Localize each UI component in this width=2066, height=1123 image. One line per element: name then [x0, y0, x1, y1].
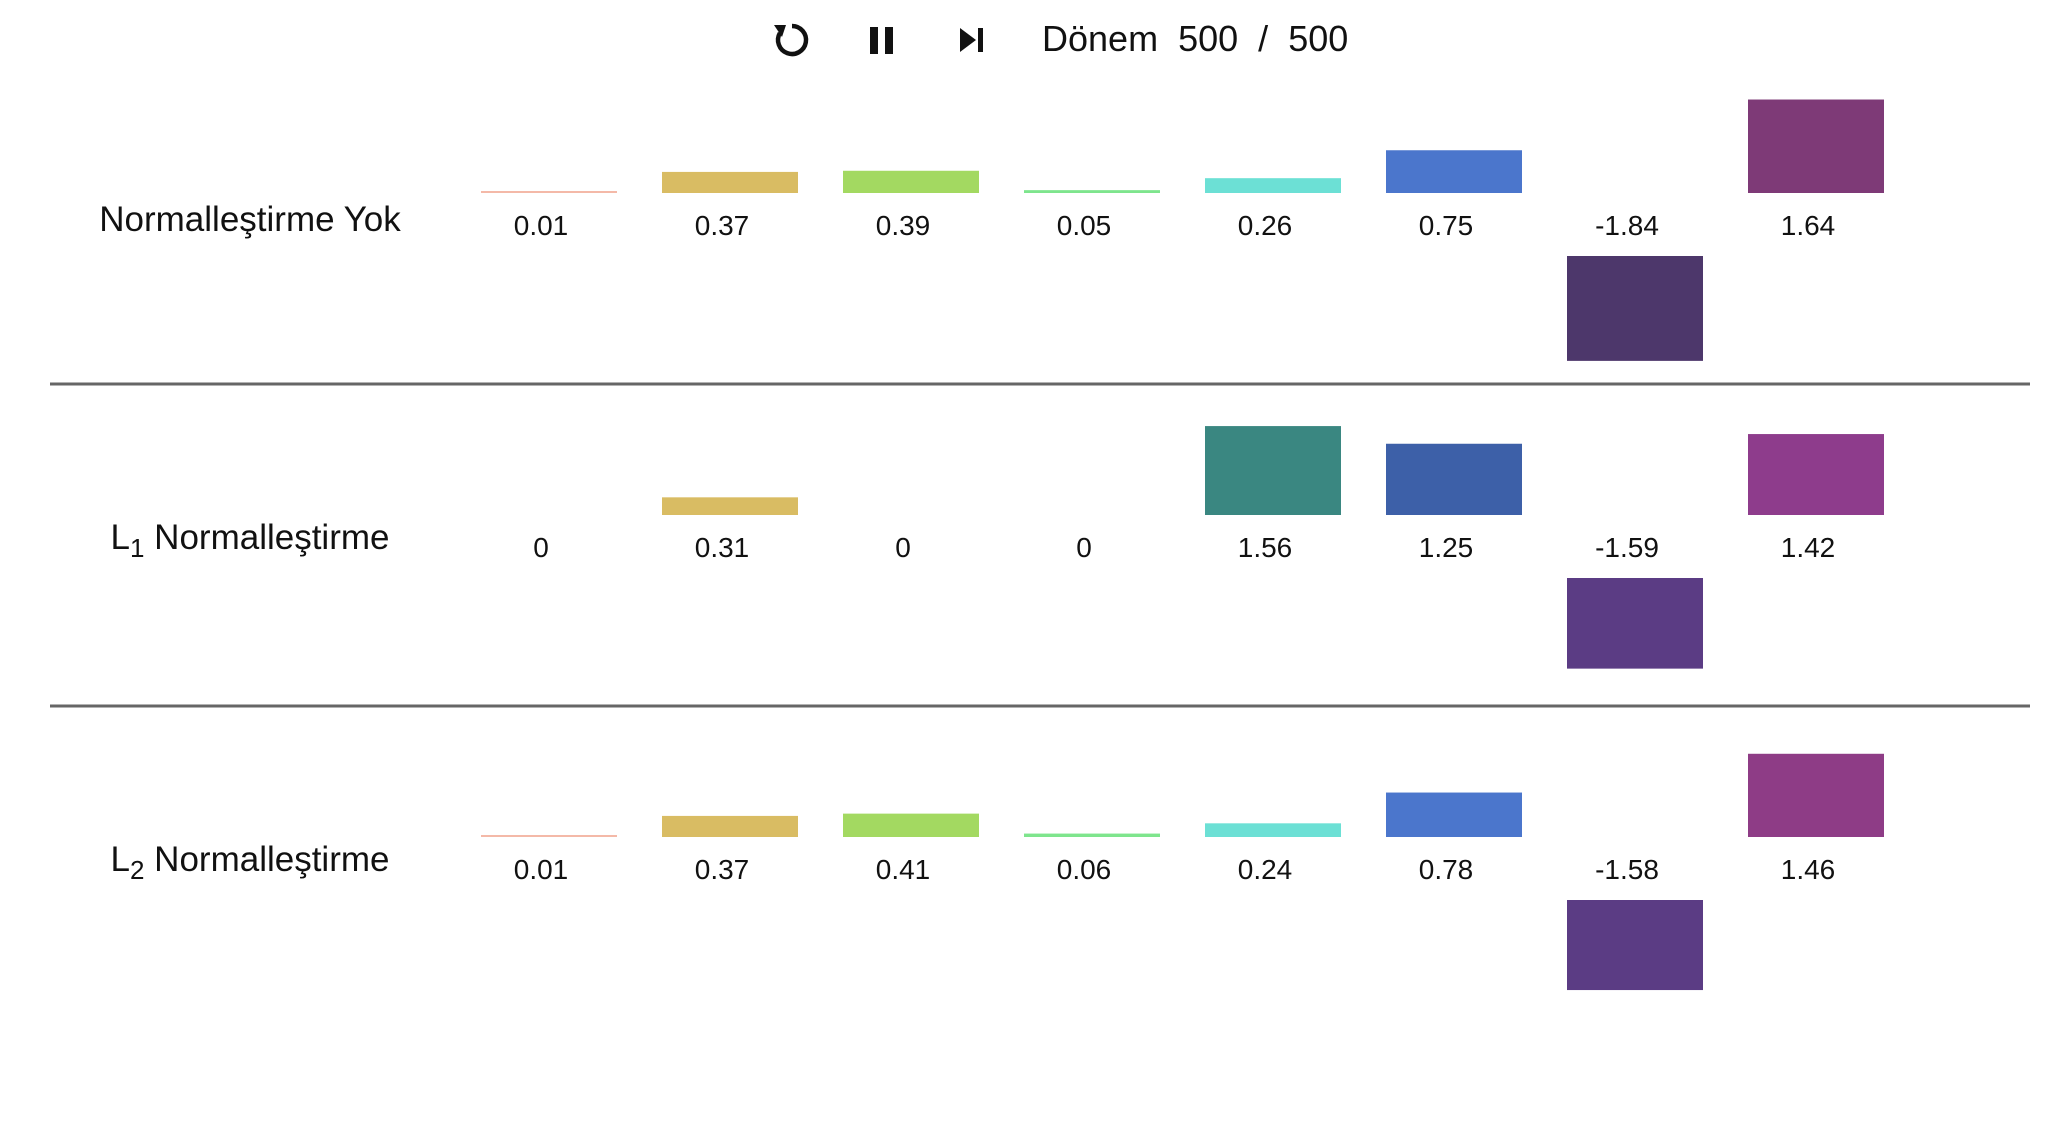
- weight-bar: [843, 813, 979, 837]
- weight-value-label: 0: [533, 532, 549, 563]
- weight-value-label: 0.24: [1238, 854, 1293, 885]
- weight-bar: [1024, 190, 1160, 193]
- weight-bar: [1386, 792, 1522, 837]
- weight-value-label: 0.75: [1419, 210, 1474, 241]
- step-forward-icon: [960, 28, 983, 52]
- reset-button[interactable]: [762, 10, 822, 70]
- row-label-base: L: [110, 518, 130, 557]
- row-label-base: L: [110, 840, 130, 879]
- weight-value-label: 0.01: [514, 210, 569, 241]
- epoch-current: 500: [1178, 18, 1239, 59]
- step-forward-button[interactable]: [942, 10, 1002, 70]
- pause-button[interactable]: [852, 10, 912, 70]
- weight-value-label: 0.78: [1419, 854, 1474, 885]
- weight-value-label: 0.31: [695, 532, 750, 563]
- weight-value-label: 0.01: [514, 854, 569, 885]
- weight-value-label: -1.59: [1595, 532, 1659, 563]
- weight-bar: [1205, 823, 1341, 837]
- weight-bar: [1567, 256, 1703, 361]
- epoch-total: 500: [1288, 18, 1349, 59]
- playback-controls: Dönem 500 / 500: [0, 0, 2066, 90]
- row-label-none: Normalleştirme Yok: [99, 200, 401, 239]
- weight-value-label: -1.84: [1595, 210, 1659, 241]
- weight-bar: [1386, 443, 1522, 515]
- weight-value-label: 0.37: [695, 854, 750, 885]
- weight-value-label: 1.42: [1781, 532, 1836, 563]
- weight-value-label: 0.06: [1057, 854, 1112, 885]
- weight-bar: [1205, 178, 1341, 193]
- pause-icon: [870, 27, 893, 54]
- weight-bar: [1567, 900, 1703, 991]
- row-label-sub: 2: [129, 855, 145, 885]
- weight-bar: [662, 171, 798, 193]
- weight-value-label: 1.56: [1238, 532, 1293, 563]
- weight-bar: [662, 497, 798, 515]
- weight-value-label: 1.64: [1781, 210, 1836, 241]
- epoch-counter: Dönem 500 / 500: [1042, 18, 1348, 60]
- weight-bar: [1386, 150, 1522, 193]
- weight-bar: [481, 835, 617, 837]
- weight-value-label: 0.41: [876, 854, 931, 885]
- weight-bar: [1205, 426, 1341, 515]
- weight-bar: [1748, 99, 1884, 193]
- epoch-separator: /: [1258, 18, 1269, 59]
- weight-bar: [1748, 753, 1884, 837]
- weight-value-label: 1.46: [1781, 854, 1836, 885]
- weight-bar: [1567, 578, 1703, 669]
- row-label-l1: L1 Normalleştirme: [110, 518, 390, 563]
- weight-value-label: 0: [1076, 532, 1092, 563]
- weight-bar: [481, 191, 617, 193]
- weight-value-label: 0: [895, 532, 911, 563]
- row-label-sub: 1: [129, 533, 145, 563]
- weight-value-label: 0.26: [1238, 210, 1293, 241]
- weight-value-label: 1.25: [1419, 532, 1474, 563]
- weight-value-label: 0.37: [695, 210, 750, 241]
- weight-value-label: 0.05: [1057, 210, 1112, 241]
- weight-bar: [1024, 833, 1160, 837]
- weight-bar: [662, 815, 798, 837]
- weight-value-label: 0.39: [876, 210, 931, 241]
- weight-bar: [843, 170, 979, 193]
- weight-bar: [1748, 434, 1884, 515]
- reset-icon: [774, 23, 809, 57]
- epoch-label: Dönem: [1042, 18, 1159, 59]
- row-label-l2: L2 Normalleştirme: [110, 840, 390, 885]
- weight-value-label: -1.58: [1595, 854, 1659, 885]
